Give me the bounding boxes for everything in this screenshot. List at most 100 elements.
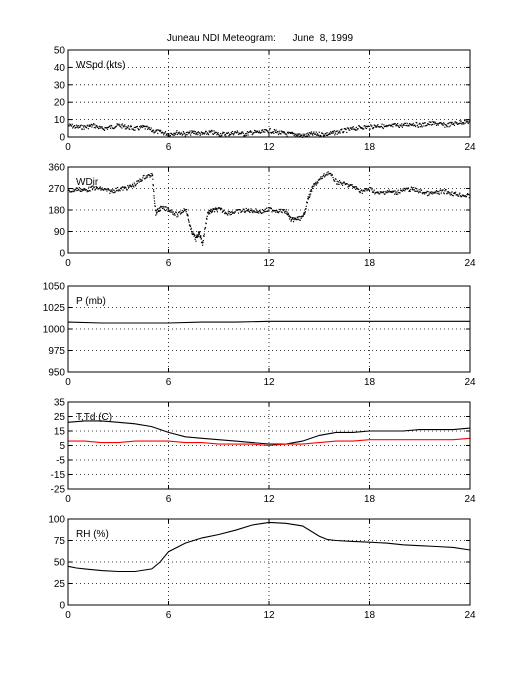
data-point [345, 128, 347, 131]
data-point [246, 131, 249, 133]
data-point [312, 134, 314, 136]
data-point [274, 211, 277, 213]
data-point [326, 172, 328, 174]
chart-title: Juneau NDI Meteogram: June 8, 1999 [166, 33, 354, 44]
data-point [269, 128, 271, 130]
data-point [406, 122, 408, 124]
data-point [114, 191, 116, 193]
data-point [244, 135, 246, 137]
y-tick-label: 90 [54, 227, 66, 238]
data-point [198, 233, 200, 235]
data-point [313, 183, 315, 185]
data-point [311, 190, 313, 192]
data-point [180, 212, 182, 215]
data-point [322, 176, 324, 178]
data-point [94, 127, 97, 129]
data-point [251, 133, 253, 136]
data-point [456, 122, 458, 124]
data-point [219, 133, 222, 135]
data-point [123, 125, 125, 127]
data-point [154, 131, 156, 133]
data-point [86, 191, 88, 193]
data-point [89, 125, 91, 127]
data-point [155, 214, 157, 216]
data-point [209, 210, 211, 212]
data-point [138, 129, 140, 131]
data-point [199, 132, 201, 134]
data-point [117, 190, 119, 192]
data-point [199, 235, 201, 237]
data-point [349, 129, 351, 131]
data-point [328, 133, 330, 135]
data-point [368, 189, 370, 191]
data-point [132, 183, 134, 185]
data-point [294, 218, 296, 220]
data-point [160, 205, 162, 207]
data-point [253, 131, 255, 134]
data-point [351, 126, 353, 128]
data-point [332, 176, 334, 179]
data-point [236, 132, 238, 134]
x-tick-label: 12 [263, 494, 275, 505]
data-point [456, 194, 459, 196]
data-point [217, 208, 219, 210]
data-point [188, 221, 190, 223]
data-point [133, 182, 136, 184]
data-point [414, 190, 416, 192]
data-point [389, 124, 392, 127]
data-point [245, 207, 247, 210]
data-point [283, 132, 286, 134]
data-point [362, 128, 365, 130]
data-point [146, 125, 148, 127]
y-tick-label: -5 [56, 456, 65, 467]
data-point [240, 211, 243, 213]
x-tick-label: 6 [166, 142, 172, 153]
data-point [77, 127, 79, 129]
data-point [415, 190, 417, 192]
data-point [466, 194, 468, 196]
data-point [76, 125, 79, 127]
data-point [394, 123, 396, 125]
data-point [280, 133, 282, 135]
data-point [430, 192, 432, 195]
x-tick-label: 0 [65, 258, 71, 269]
data-point [176, 213, 179, 215]
data-point [425, 192, 427, 194]
data-point [403, 124, 405, 126]
x-tick-label: 12 [263, 377, 275, 388]
data-point [355, 188, 357, 190]
data-point [227, 131, 229, 134]
data-point [384, 193, 386, 195]
data-point [343, 181, 345, 183]
data-point [127, 126, 129, 128]
data-point [307, 132, 309, 134]
data-point [95, 125, 97, 127]
data-point [446, 191, 448, 193]
data-point [69, 124, 71, 126]
data-point [204, 226, 207, 229]
data-point [194, 131, 197, 133]
data-point [434, 192, 436, 194]
data-point [351, 184, 353, 186]
data-point [193, 235, 195, 237]
data-point [433, 123, 435, 125]
data-point [161, 207, 164, 210]
data-point [271, 211, 273, 213]
data-point [463, 123, 465, 125]
data-point [173, 132, 175, 134]
data-point [216, 133, 219, 135]
data-point [88, 124, 91, 126]
data-point [247, 134, 249, 136]
data-point [264, 208, 267, 210]
data-point [462, 194, 465, 196]
data-point [397, 122, 399, 125]
data-point [274, 209, 276, 212]
data-point [224, 211, 226, 213]
data-point [283, 208, 285, 211]
data-point [418, 189, 420, 191]
data-point [171, 211, 173, 213]
data-point [223, 209, 225, 211]
data-point [198, 232, 200, 234]
series-line-1 [67, 521, 471, 573]
y-tick-label: 5 [59, 441, 65, 452]
